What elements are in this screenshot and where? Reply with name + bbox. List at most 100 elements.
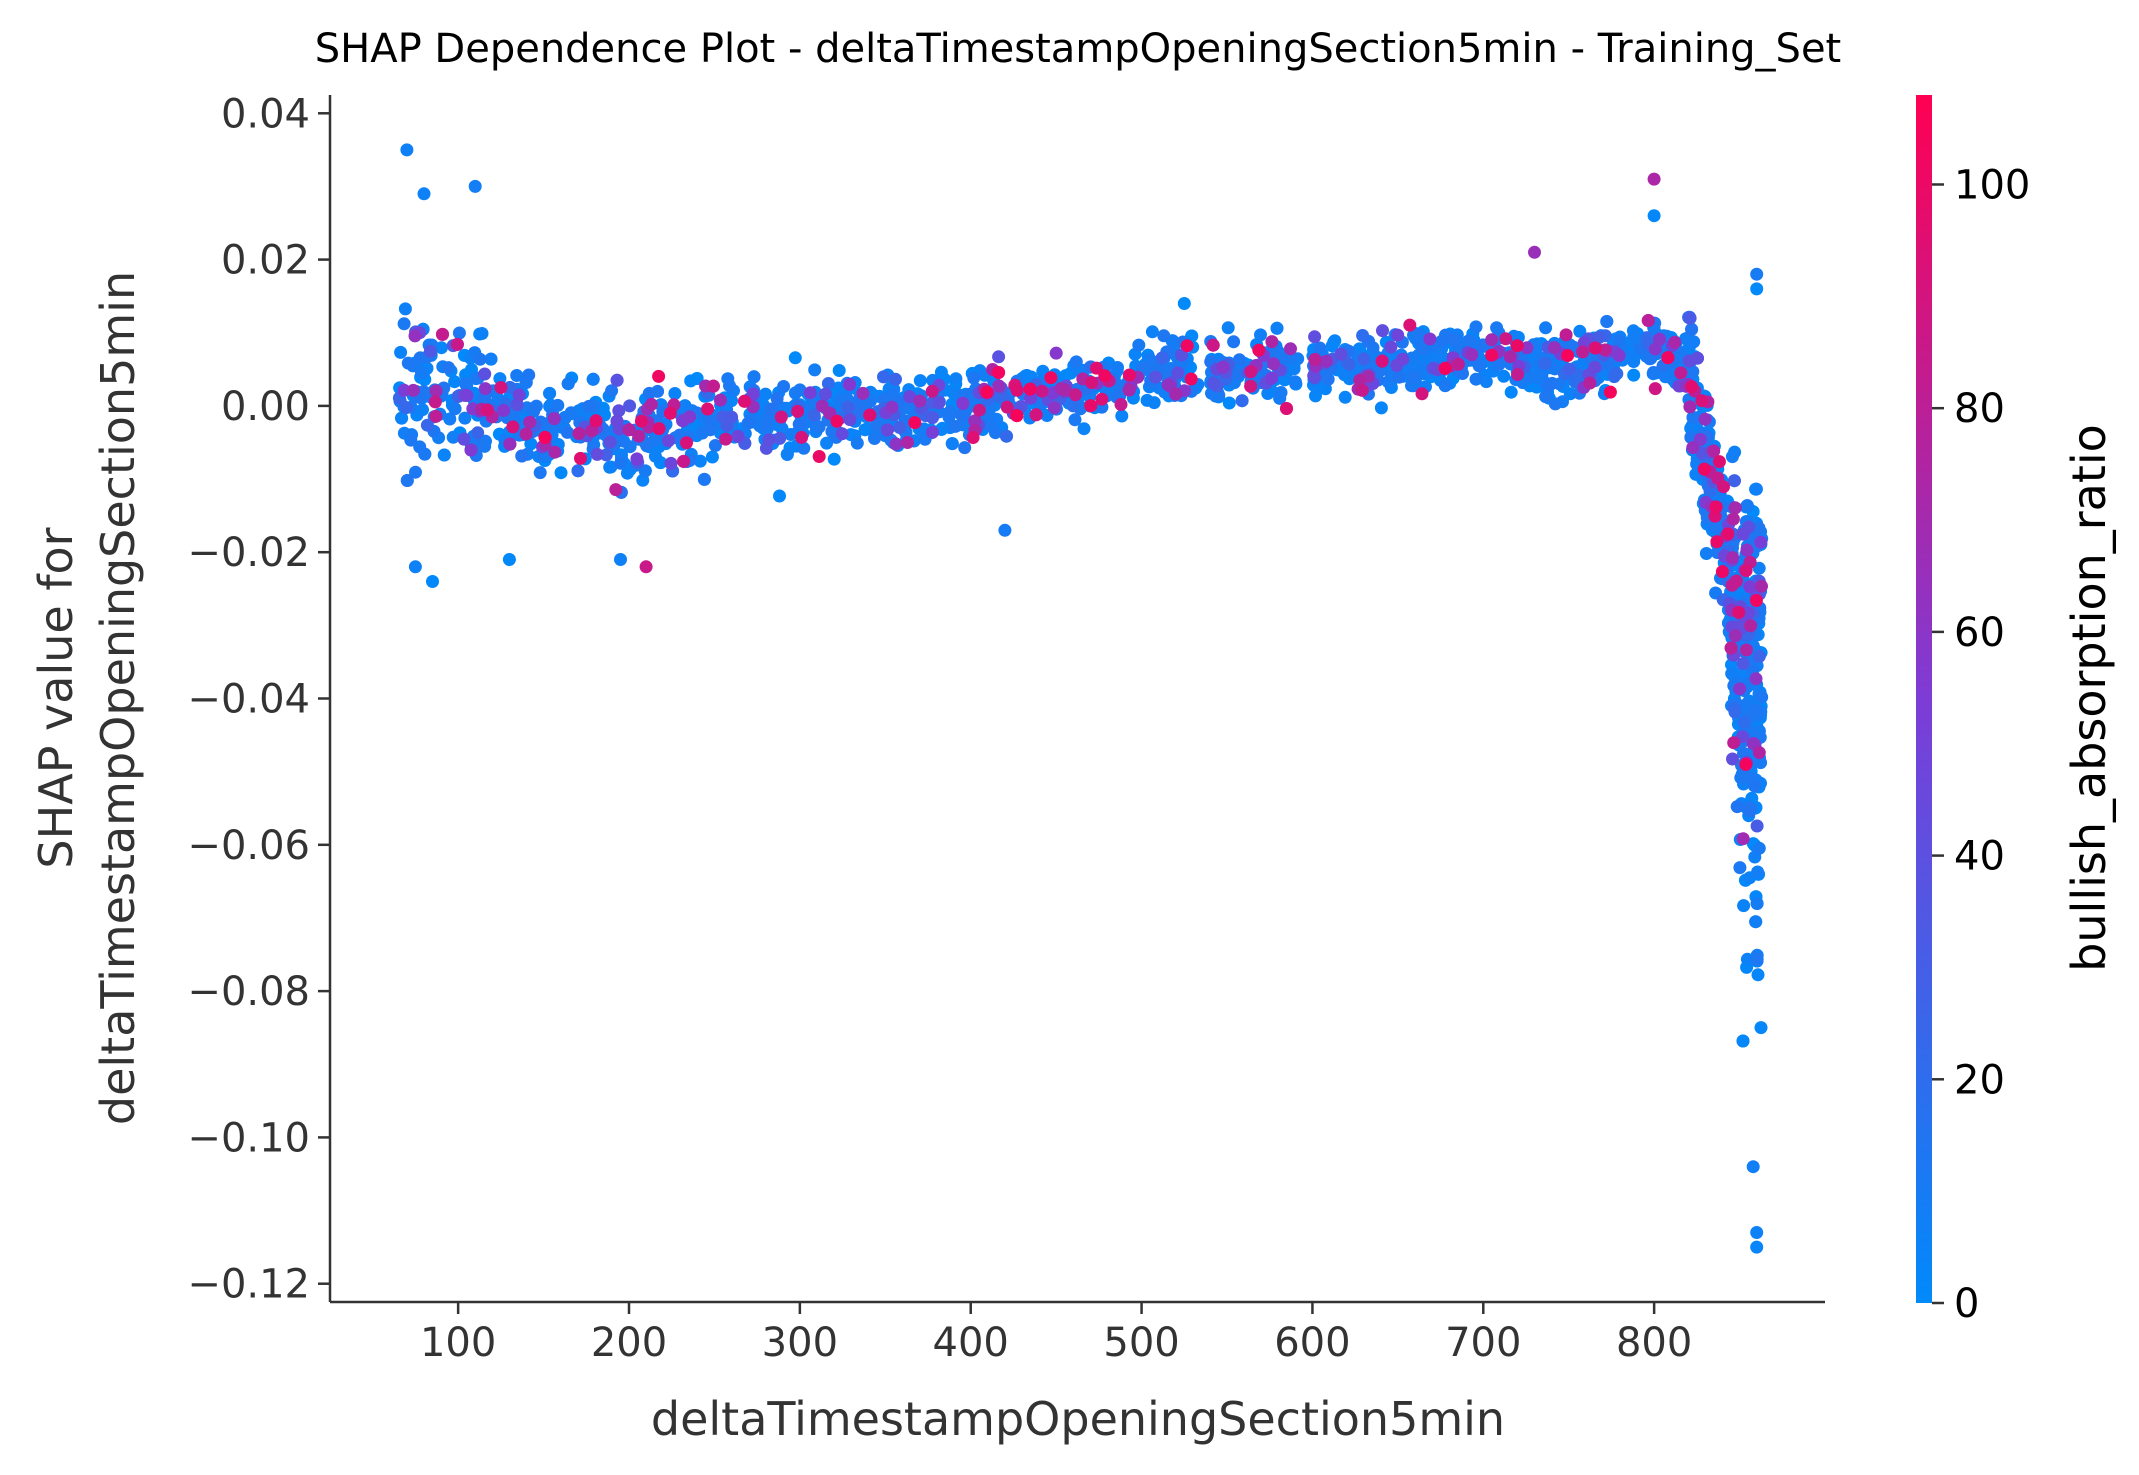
colorbar-tick-label: 100 [1954, 162, 2030, 208]
scatter-point [1750, 282, 1764, 296]
scatter-point [1561, 349, 1575, 362]
scatter-point [1726, 752, 1739, 766]
scatter-point [1485, 333, 1499, 347]
scatter-point [877, 370, 890, 384]
scatter-point [1736, 1034, 1750, 1048]
scatter-point [1733, 682, 1747, 696]
scatter-point [1709, 500, 1723, 514]
x-tick-label: 300 [762, 1320, 838, 1366]
scatter-point [1751, 865, 1765, 879]
scatter-point [1098, 369, 1112, 383]
scatter-point [759, 387, 772, 401]
scatter-point [1739, 643, 1753, 657]
scatter-point [1754, 1021, 1768, 1035]
x-tick-label: 600 [1274, 1320, 1350, 1366]
scatter-point [852, 406, 866, 420]
scatter-point [1177, 297, 1191, 310]
scatter-point [603, 460, 617, 474]
scatter-point [1270, 321, 1284, 335]
scatter-point [850, 436, 864, 450]
scatter-point [703, 413, 717, 427]
scatter-point [515, 449, 529, 463]
scatter-point [1539, 390, 1553, 404]
scatter-point [400, 474, 414, 487]
scatter-point [1147, 396, 1161, 410]
scatter-point [1686, 365, 1700, 379]
scatter-point [548, 445, 562, 459]
scatter-point [1622, 350, 1636, 364]
scatter-point [1090, 361, 1103, 375]
scatter-point [1739, 564, 1753, 578]
scatter-point [843, 413, 857, 427]
scatter-point [404, 433, 418, 447]
scatter-point [468, 179, 482, 193]
scatter-point [992, 366, 1006, 379]
scatter-point [1206, 338, 1220, 352]
scatter-point [1750, 897, 1764, 910]
scatter-point [590, 447, 604, 461]
scatter-point [523, 415, 537, 429]
scatter-point [958, 441, 972, 455]
scatter-point [426, 575, 439, 588]
scatter-point [746, 387, 760, 401]
scatter-point [1114, 398, 1128, 411]
scatter-point [1686, 441, 1700, 455]
scatter-point [760, 418, 774, 432]
scatter-point [1353, 373, 1367, 387]
scatter-point [1000, 429, 1013, 443]
scatter-point [620, 466, 634, 480]
scatter-point [1583, 376, 1597, 390]
scatter-point [1539, 321, 1553, 335]
scatter-point [443, 412, 457, 426]
scatter-point [1715, 565, 1729, 579]
scatter-point [1548, 362, 1562, 376]
scatter-point [869, 418, 883, 432]
scatter-point [623, 399, 637, 413]
scatter-point [1743, 580, 1757, 594]
scatter-point [988, 426, 1002, 440]
scatter-point [812, 450, 826, 463]
scatter-point [401, 356, 415, 370]
scatter-point [1749, 915, 1763, 929]
scatter-point [795, 430, 809, 444]
scatter-point [1274, 386, 1288, 399]
scatter-point [527, 404, 541, 418]
scatter-point [1058, 383, 1072, 397]
scatter-point [1244, 379, 1258, 393]
scatter-point [406, 383, 420, 397]
scatter-point [945, 437, 959, 451]
scatter-point [459, 377, 473, 391]
scatter-point [1736, 832, 1750, 846]
scatter-point [1469, 372, 1483, 386]
scatter-point [510, 398, 524, 412]
scatter-point [701, 402, 715, 416]
scatter-point [460, 389, 474, 402]
scatter-point [547, 412, 561, 426]
scatter-point [980, 385, 994, 399]
scatter-point [1603, 385, 1617, 399]
scatter-point [1683, 400, 1697, 414]
scatter-point [1284, 342, 1297, 356]
scatter-point [1755, 579, 1768, 593]
y-axis-label-line2: deltaTimestampOpeningSection5min [91, 271, 145, 1125]
scatter-point [901, 436, 914, 449]
scatter-point [774, 410, 788, 424]
scatter-point [1588, 360, 1602, 374]
scatter-point [1685, 322, 1699, 336]
scatter-point [1447, 333, 1461, 347]
scatter-point [1415, 342, 1429, 356]
scatter-point [858, 423, 872, 437]
scatter-point [885, 400, 899, 414]
scatter-point [1503, 350, 1517, 364]
scatter-point [932, 396, 946, 410]
scatter-point [561, 377, 575, 391]
scatter-point [497, 404, 511, 417]
scatter-point [639, 560, 653, 574]
scatter-point [708, 439, 722, 452]
scatter-point [1157, 329, 1171, 343]
scatter-point [1066, 399, 1080, 413]
scatter-point [1737, 899, 1751, 913]
scatter-point [560, 425, 574, 439]
y-axis-ticks: 0.04 0.02 0.00 −0.02 −0.04 −0.06 −0.08 −0.10 −0.… [187, 91, 330, 1308]
x-tick-label: 400 [933, 1320, 1009, 1366]
